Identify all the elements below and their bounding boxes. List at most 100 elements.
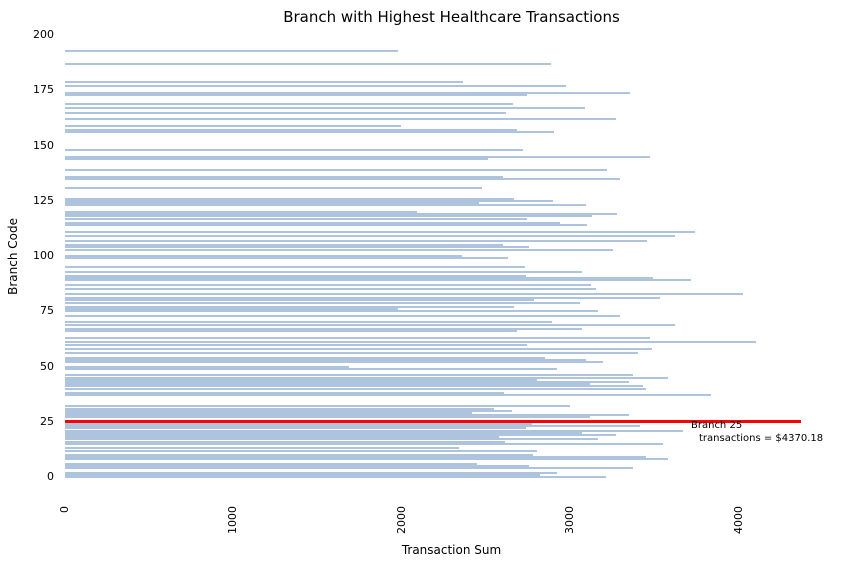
bar-branch-114 [65,224,588,227]
bar-branch-76 [65,308,398,311]
bar-branch-167 [65,107,585,110]
bar-branch-124 [65,202,479,205]
bar-branch-24 [65,423,532,425]
y-tick-label-50: 50 [40,359,54,373]
bar-branch-22 [65,427,527,430]
bar-branch-45 [65,376,669,379]
y-tick-label-100: 100 [33,249,54,263]
bar-branch-79 [65,301,580,304]
bar-branch-103 [65,248,614,251]
bar-branch-32 [65,405,571,408]
bar-branch-29 [65,411,472,414]
bar-branch-31 [65,407,495,410]
highlight-annotation: Branch 25 transactions = $4370.18 [691,419,823,445]
bar-branch-173 [65,93,527,96]
bar-branch-13 [65,447,459,450]
y-tick-label-75: 75 [40,304,54,318]
bar-branch-17 [65,438,598,441]
bar-branch-38 [65,392,504,395]
bar-branch-67 [65,328,582,330]
y-tick-label-25: 25 [40,414,54,428]
bar-branch-12 [65,449,538,452]
bar-branch-145 [65,155,651,158]
bar-branch-135 [65,177,621,180]
bar-branch-28 [65,414,630,417]
bar-branch-193 [65,49,398,52]
bar-branch-80 [65,299,534,302]
bar-branch-81 [65,297,661,300]
bar-branch-27 [65,416,590,419]
bar-branch-93 [65,270,582,273]
bar-branch-69 [65,323,676,326]
bar-branch-91 [65,275,526,277]
bar-branch-144 [65,157,488,160]
bar-branch-43 [65,381,630,383]
bar-branch-148 [65,149,523,152]
bar-branch-156 [65,131,555,134]
bar-branch-125 [65,199,554,202]
bar-branch-60 [65,343,527,346]
bar-branch-105 [65,244,503,247]
bar-branch-44 [65,378,538,381]
x-tick-label-4000: 4000 [731,506,745,534]
x-tick-label-1000: 1000 [226,506,240,534]
x-tick-label-0: 0 [58,506,71,513]
bar-branch-46 [65,374,634,377]
bar-branch-100 [65,255,462,258]
bar-branch-56 [65,352,639,355]
bar-branch-159 [65,124,401,127]
bar-branch-50 [65,365,349,368]
bar-branch-58 [65,347,653,350]
y-tick-label-200: 200 [33,28,54,42]
y-tick-label-175: 175 [33,83,54,97]
bar-branch-19 [65,434,616,436]
bar-branch-83 [65,292,743,295]
bar-branch-42 [65,383,590,386]
chart-title: Branch with Highest Healthcare Transacti… [283,8,620,26]
bar-branch-131 [65,186,482,189]
bar-branch-90 [65,277,653,280]
y-tick-label-0: 0 [47,470,54,483]
bar-branch-30 [65,409,512,412]
annotation-branch-label: Branch 25 [691,420,743,431]
highlight-line-branch-25 [65,420,801,424]
y-tick-label-150: 150 [33,138,54,152]
bar-branch-4 [65,467,634,470]
bar-branch-8 [65,458,669,461]
x-axis-label: Transaction Sum [401,543,502,557]
bar-branch-115 [65,222,560,224]
bar-branch-187 [65,62,551,65]
bar-branch-139 [65,169,608,171]
bar-branch-95 [65,266,525,269]
bar-branch-49 [65,367,557,370]
bar-branch-104 [65,246,529,249]
bar-branch-179 [65,80,463,83]
bar-branch-41 [65,385,644,388]
x-tick-label-3000: 3000 [563,506,577,534]
bar-branch-10 [65,453,534,456]
y-tick-label-125: 125 [33,193,54,207]
bar-branch-20 [65,431,582,434]
bar-branch-40 [65,387,647,390]
bar-branch-61 [65,341,756,344]
bar-branch-5 [65,465,529,467]
bar-branch-63 [65,336,651,339]
bar-branch-52 [65,361,604,364]
bar-branch-118 [65,215,592,218]
bar-branch-169 [65,102,513,105]
bar-branch-0 [65,476,607,478]
bar-branch-117 [65,217,527,220]
bar-branch-1 [65,473,541,476]
plot-area [65,33,838,478]
bar-branch-89 [65,279,692,282]
bar-branch-177 [65,85,566,87]
bar-branch-126 [65,197,514,200]
bar-branch-15 [65,442,664,445]
bar-branch-9 [65,456,646,459]
bar-branch-120 [65,210,417,213]
bar-branch-157 [65,129,517,132]
bar-branch-16 [65,440,505,443]
bar-branch-174 [65,91,631,94]
bar-branch-109 [65,235,676,238]
